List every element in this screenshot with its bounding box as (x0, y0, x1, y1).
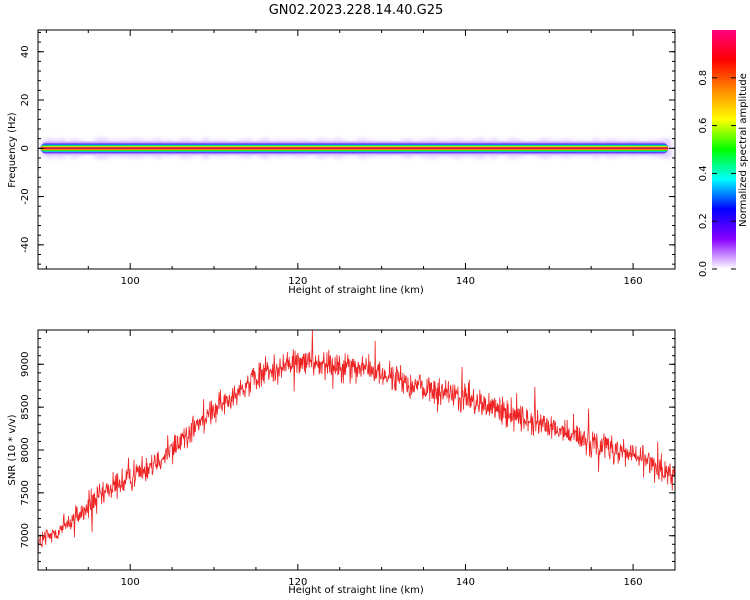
snr-xtick-label: 100 (121, 577, 140, 588)
snr-ylabel: SNR (10 * v/v) (7, 414, 18, 485)
snr-ytick-label: 7500 (20, 480, 31, 505)
snr-xtick-label: 160 (624, 577, 643, 588)
spectrogram-plot-area (40, 138, 672, 159)
snr-axes: 100 120 140 160 7000 7500 8000 8500 9000 (20, 329, 676, 588)
colorbar-gradient (712, 30, 736, 269)
colorbar: 0.0 0.2 0.4 0.6 0.8 Normalized spectral ampl… (698, 30, 749, 277)
colorbar-tick-label: 0.8 (698, 70, 709, 86)
spectrogram-ytick-label: 0 (20, 145, 31, 151)
snr-series-line (38, 330, 675, 558)
snr-ytick-label: 9000 (20, 352, 31, 377)
spectrogram-ytick-label: 20 (20, 94, 31, 107)
spectrogram-ylabel: Frequency (Hz) (7, 112, 18, 188)
colorbar-label: Normalized spectral amplitude (738, 73, 749, 227)
snr-frame (37, 329, 676, 571)
spectrogram-ytick-label: 40 (20, 45, 31, 58)
spectrogram-xtick-label: 140 (456, 276, 475, 287)
spectrogram-ytick-label: -20 (20, 188, 31, 204)
colorbar-tick-label: 0.0 (698, 261, 709, 277)
spectrogram-frame (37, 29, 676, 270)
colorbar-tick-label: 0.6 (698, 118, 709, 134)
snr-xtick-label: 140 (456, 577, 475, 588)
snr-xlabel: Height of straight line (km) (288, 585, 424, 596)
snr-ytick-label: 8000 (20, 437, 31, 462)
colorbar-tick-label: 0.2 (698, 213, 709, 229)
spectrogram-panel: 100 120 140 160 -40 -20 0 20 40 Height of straig… (7, 29, 676, 296)
spectrogram-xtick-label: 160 (624, 276, 643, 287)
spectrogram-xtick-label: 120 (288, 276, 307, 287)
snr-xtick-label: 120 (288, 577, 307, 588)
snr-ytick-label: 8500 (20, 394, 31, 419)
colorbar-ticks: 0.0 0.2 0.4 0.6 0.8 (698, 70, 736, 277)
colorbar-tick-label: 0.4 (698, 165, 709, 181)
spectrogram-axes: 100 120 140 160 -40 -20 0 20 40 (20, 30, 676, 287)
snr-panel: 100 120 140 160 7000 7500 8000 8500 9000 Height … (7, 329, 676, 596)
figure-title: GN02.2023.228.14.40.G25 (269, 3, 444, 18)
spectrogram-xtick-label: 100 (121, 276, 140, 287)
snr-plot-area (38, 330, 675, 558)
snr-ytick-label: 7000 (20, 523, 31, 548)
spectrogram-xlabel: Height of straight line (km) (288, 285, 424, 296)
spectrogram-ytick-label: -40 (20, 237, 31, 253)
